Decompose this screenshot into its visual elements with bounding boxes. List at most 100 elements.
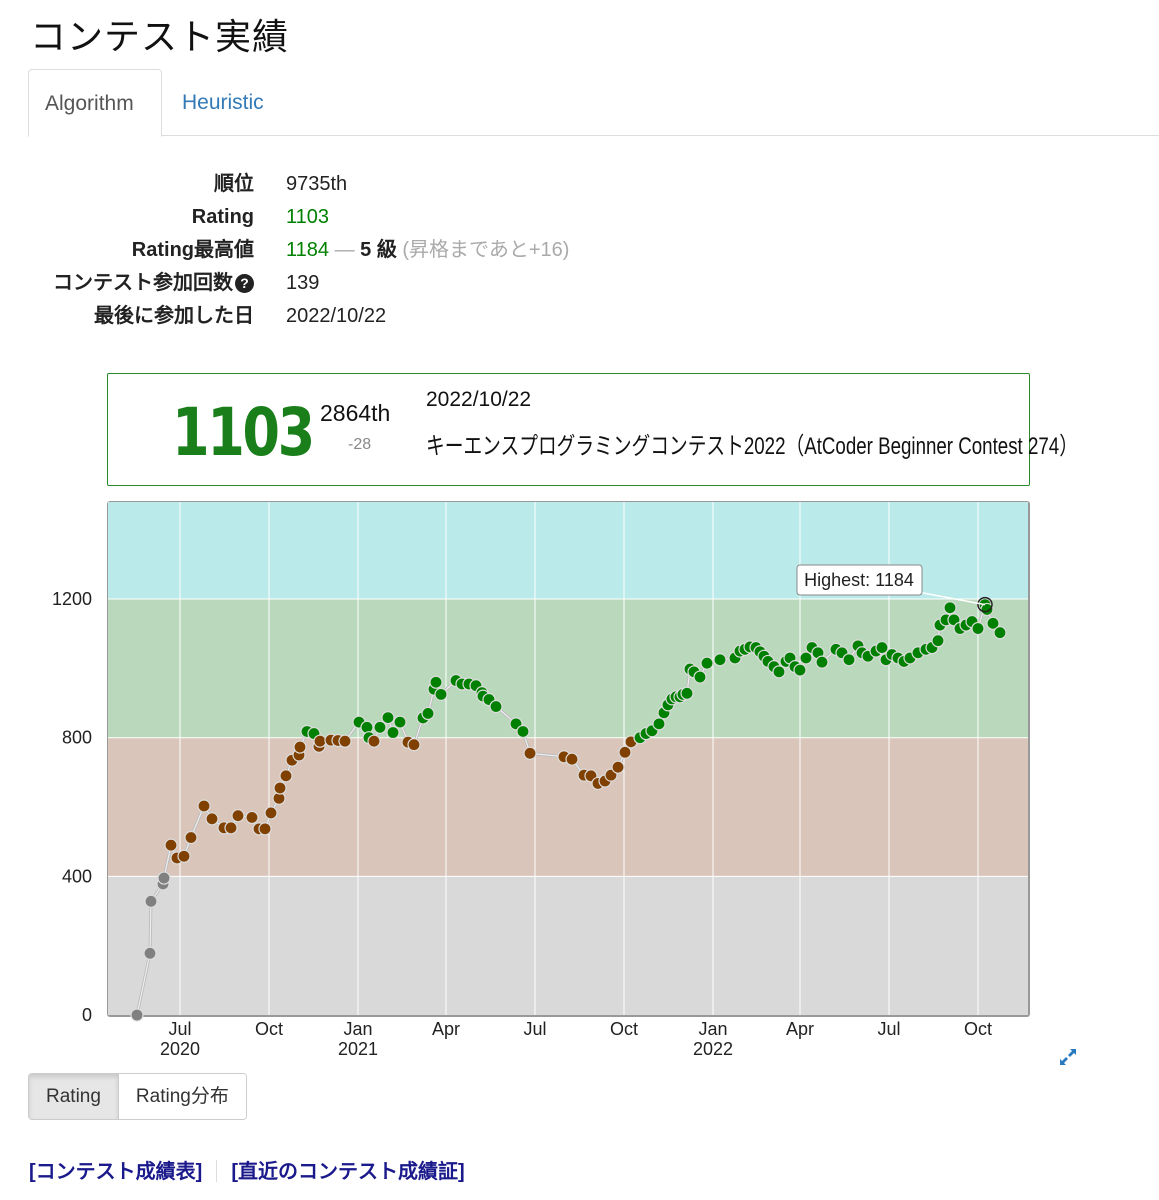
rating-point[interactable]	[971, 621, 985, 636]
stat-value-highest: 1184 — 5 級 (昇格まであと+16)	[286, 234, 569, 267]
stat-label-rank: 順位	[214, 173, 254, 195]
x-tick-label: Jul	[877, 1019, 900, 1039]
tab-bar: Algorithm Heuristic	[28, 69, 1159, 137]
rating-point[interactable]	[144, 894, 158, 908]
x-tick-label: Oct	[964, 1019, 992, 1039]
y-tick-label: 800	[62, 728, 92, 748]
rating-point[interactable]	[842, 653, 856, 667]
rating-point[interactable]	[611, 760, 625, 774]
rating-point[interactable]	[652, 717, 666, 731]
rating-point[interactable]	[713, 653, 727, 667]
rating-point[interactable]	[986, 616, 1000, 630]
rating-point[interactable]	[393, 715, 407, 729]
rating-point[interactable]	[264, 806, 278, 820]
rating-point[interactable]	[279, 769, 293, 783]
rating-point[interactable]	[407, 738, 421, 752]
rating-point[interactable]	[130, 1008, 144, 1022]
rating-point[interactable]	[381, 710, 395, 725]
x-tick-label: Apr	[786, 1019, 814, 1039]
x-tick-label: Oct	[255, 1019, 283, 1039]
rating-point[interactable]	[245, 810, 259, 825]
rating-point[interactable]	[993, 626, 1007, 640]
contest-history-link[interactable]: [コンテスト成績表]	[29, 1161, 203, 1183]
rating-point[interactable]	[258, 822, 272, 836]
rating-point[interactable]	[205, 812, 219, 826]
rating-point[interactable]	[434, 687, 448, 701]
rating-point[interactable]	[700, 656, 714, 670]
rating-distribution-button[interactable]: Rating分布	[118, 1074, 246, 1119]
rating-graph-button[interactable]: Rating	[29, 1074, 119, 1119]
rating-point[interactable]	[386, 725, 400, 740]
stat-label-rating: Rating	[191, 206, 254, 228]
latest-contest-date: 2022/10/22	[426, 388, 532, 411]
x-tick-year: 2022	[693, 1039, 733, 1059]
rating-point[interactable]	[293, 740, 307, 754]
rating-point[interactable]	[231, 809, 245, 823]
highest-rating: 1184	[286, 239, 330, 261]
rating-point[interactable]	[943, 601, 957, 615]
rating-point[interactable]	[516, 724, 530, 739]
expand-icon[interactable]	[1056, 1045, 1080, 1069]
rating-point[interactable]	[273, 781, 287, 795]
graph-type-toggle: Rating Rating分布	[28, 1073, 247, 1120]
x-tick-label: Jul	[168, 1019, 191, 1039]
rating-point[interactable]	[523, 746, 537, 760]
highest-callout-label: Highest: 1184	[804, 570, 914, 590]
rating-point[interactable]	[931, 634, 945, 648]
highest-callout-box	[796, 564, 923, 596]
question-circle-icon[interactable]: ?	[235, 274, 254, 293]
band-green	[108, 599, 1028, 738]
y-tick-label: 1200	[52, 589, 92, 609]
stat-label-count: コンテスト参加回数?	[0, 267, 254, 300]
rating-point[interactable]	[157, 871, 171, 885]
rating-point[interactable]	[489, 699, 503, 714]
tab-heuristic[interactable]: Heuristic	[182, 91, 264, 114]
stat-value-last: 2022/10/22	[286, 305, 387, 327]
latest-certificate-link[interactable]: [直近のコンテスト成績証]	[231, 1161, 465, 1183]
rating-point[interactable]	[313, 734, 327, 748]
stat-row-highest: Rating最高値 1184 — 5 級 (昇格まであと+16)	[0, 234, 700, 267]
promotion-note: (昇格まであと+16)	[402, 239, 570, 261]
stat-row-rank: 順位 9735th	[0, 168, 700, 201]
rating-point[interactable]	[367, 734, 381, 748]
rating-point[interactable]	[799, 651, 813, 665]
rating-point[interactable]	[793, 663, 807, 677]
rating-point[interactable]	[197, 799, 211, 813]
latest-rank: 2864th	[320, 400, 391, 426]
rating-point[interactable]	[429, 675, 443, 689]
y-tick-label: 400	[62, 866, 92, 886]
rating-point[interactable]	[772, 665, 786, 679]
rating-point[interactable]	[373, 720, 387, 734]
rating-point[interactable]	[565, 752, 579, 766]
x-tick-label: Apr	[432, 1019, 460, 1039]
rating-point[interactable]	[875, 640, 889, 655]
rating-point[interactable]	[421, 706, 435, 721]
rating-point[interactable]	[815, 655, 829, 669]
stat-label-highest: Rating最高値	[131, 239, 254, 261]
rating-point[interactable]	[618, 745, 632, 759]
highest-callout-line	[917, 591, 986, 606]
tab-algorithm[interactable]: Algorithm	[28, 69, 162, 137]
rating-point[interactable]	[143, 946, 157, 960]
band-gray	[108, 876, 1028, 1015]
rating-point[interactable]	[164, 838, 178, 852]
stat-value-rank: 9735th	[286, 173, 348, 195]
latest-rating: 1103	[172, 394, 315, 471]
rating-point[interactable]	[177, 849, 191, 863]
rating-point[interactable]	[184, 830, 198, 845]
rating-point[interactable]	[693, 670, 707, 684]
latest-rating-diff: -28	[348, 436, 372, 453]
x-tick-year: 2020	[160, 1039, 200, 1059]
rating-point[interactable]	[224, 821, 238, 835]
rating-point[interactable]	[980, 602, 994, 617]
rating-chart[interactable]: Jul 2020 Oct Jan 2021 Apr Jul Oct Jan 2022 Apr Jul O…	[0, 490, 1159, 1060]
x-tick-label: Jul	[523, 1019, 546, 1039]
stat-value-rating: 1103	[286, 206, 330, 228]
highest-dash: —	[329, 239, 361, 261]
rating-point[interactable]	[338, 734, 352, 748]
rating-point[interactable]	[680, 686, 694, 700]
page-title: コンテスト実績	[30, 16, 290, 57]
y-tick-label: 0	[82, 1005, 92, 1025]
link-divider	[216, 1160, 218, 1182]
